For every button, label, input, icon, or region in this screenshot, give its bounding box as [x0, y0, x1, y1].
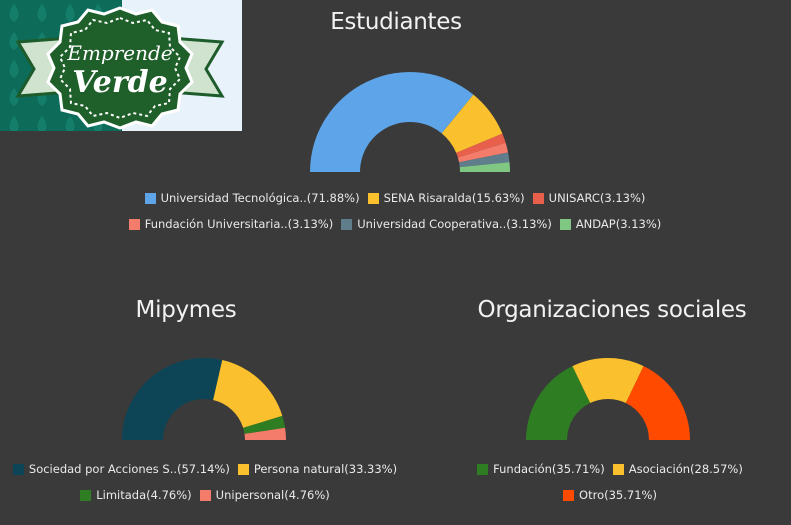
estudiantes-slice-4[interactable] — [459, 152, 510, 168]
estudiantes-legend-item-1[interactable]: SENA Risaralda(15.63%) — [367, 191, 525, 205]
estudiantes-legend-swatch-2 — [532, 192, 544, 204]
organizaciones-slice-2[interactable] — [625, 366, 690, 440]
mipymes-legend-item-0[interactable]: Sociedad por Acciones S..(57.14%) — [12, 462, 230, 476]
estudiantes-legend-swatch-1 — [367, 192, 379, 204]
organizaciones-legend-item-1[interactable]: Asociación(28.57%) — [612, 462, 743, 476]
estudiantes-legend-label-4: Universidad Cooperativa..(3.13%) — [357, 217, 552, 231]
estudiantes-legend-item-2[interactable]: UNISARC(3.13%) — [532, 191, 646, 205]
logo-line1: Emprende — [66, 41, 172, 65]
estudiantes-slice-1[interactable] — [441, 94, 503, 153]
mipymes-legend-swatch-1 — [237, 463, 249, 475]
mipymes-slice-2[interactable] — [243, 415, 286, 434]
mipymes-legend-swatch-3 — [199, 489, 211, 501]
organizaciones-legend-label-2: Otro(35.71%) — [579, 488, 657, 502]
estudiantes-legend-label-0: Universidad Tecnológica..(71.88%) — [160, 191, 360, 205]
estudiantes-slice-5[interactable] — [459, 162, 510, 172]
legend-organizaciones: Fundación(35.71%) Asociación(28.57%) Otro(… — [420, 462, 791, 502]
organizaciones-slice-1[interactable] — [572, 358, 644, 404]
estudiantes-legend-label-1: SENA Risaralda(15.63%) — [383, 191, 525, 205]
emprende-verde-logo: Emprende Verde — [0, 0, 242, 131]
estudiantes-legend-swatch-3 — [128, 218, 140, 230]
mipymes-legend-label-1: Persona natural(33.33%) — [253, 462, 398, 476]
organizaciones-legend-swatch-1 — [612, 463, 624, 475]
mipymes-legend-label-3: Unipersonal(4.76%) — [215, 488, 330, 502]
estudiantes-legend-label-5: ANDAP(3.13%) — [575, 217, 662, 231]
organizaciones-legend-label-1: Asociación(28.57%) — [628, 462, 743, 476]
donut-estudiantes — [310, 71, 510, 172]
organizaciones-legend-swatch-2 — [563, 489, 575, 501]
donut-organizaciones — [526, 358, 690, 440]
organizaciones-legend-label-0: Fundación(35.71%) — [493, 462, 605, 476]
estudiantes-legend-item-5[interactable]: ANDAP(3.13%) — [559, 217, 662, 231]
mipymes-slice-0[interactable] — [122, 358, 223, 440]
mipymes-legend-item-2[interactable]: Limitada(4.76%) — [80, 488, 192, 502]
mipymes-slice-1[interactable] — [213, 360, 283, 428]
chart-title-organizaciones: Organizaciones sociales — [477, 297, 747, 323]
organizaciones-legend-item-2[interactable]: Otro(35.71%) — [563, 488, 657, 502]
estudiantes-legend-swatch-4 — [341, 218, 353, 230]
organizaciones-slice-0[interactable] — [526, 366, 591, 440]
chart-title-estudiantes: Estudiantes — [330, 9, 462, 35]
mipymes-legend-label-0: Sociedad por Acciones S..(57.14%) — [28, 462, 230, 476]
estudiantes-legend-item-4[interactable]: Universidad Cooperativa..(3.13%) — [341, 217, 552, 231]
estudiantes-slice-3[interactable] — [457, 142, 509, 163]
estudiantes-legend-swatch-5 — [559, 218, 571, 230]
legend-mipymes: Sociedad por Acciones S..(57.14%) Persona… — [0, 462, 410, 502]
estudiantes-slice-0[interactable] — [310, 71, 474, 172]
mipymes-legend-swatch-0 — [12, 463, 24, 475]
estudiantes-legend-label-2: UNISARC(3.13%) — [548, 191, 646, 205]
mipymes-legend-item-3[interactable]: Unipersonal(4.76%) — [199, 488, 330, 502]
mipymes-legend-label-2: Limitada(4.76%) — [96, 488, 192, 502]
estudiantes-legend-item-3[interactable]: Fundación Universitaria..(3.13%) — [128, 217, 334, 231]
estudiantes-slice-2[interactable] — [456, 133, 506, 158]
chart-title-mipymes: Mipymes — [135, 297, 237, 323]
logo-line2: Verde — [72, 65, 167, 100]
organizaciones-legend-swatch-0 — [477, 463, 489, 475]
estudiantes-legend-item-0[interactable]: Universidad Tecnológica..(71.88%) — [144, 191, 360, 205]
legend-estudiantes: Universidad Tecnológica..(71.88%) SENA Ri… — [100, 191, 690, 231]
estudiantes-legend-label-3: Fundación Universitaria..(3.13%) — [144, 217, 334, 231]
donut-mipymes — [122, 358, 286, 440]
mipymes-legend-swatch-2 — [80, 489, 92, 501]
estudiantes-legend-swatch-0 — [144, 192, 156, 204]
mipymes-legend-item-1[interactable]: Persona natural(33.33%) — [237, 462, 398, 476]
mipymes-slice-3[interactable] — [244, 427, 286, 440]
organizaciones-legend-item-0[interactable]: Fundación(35.71%) — [477, 462, 605, 476]
